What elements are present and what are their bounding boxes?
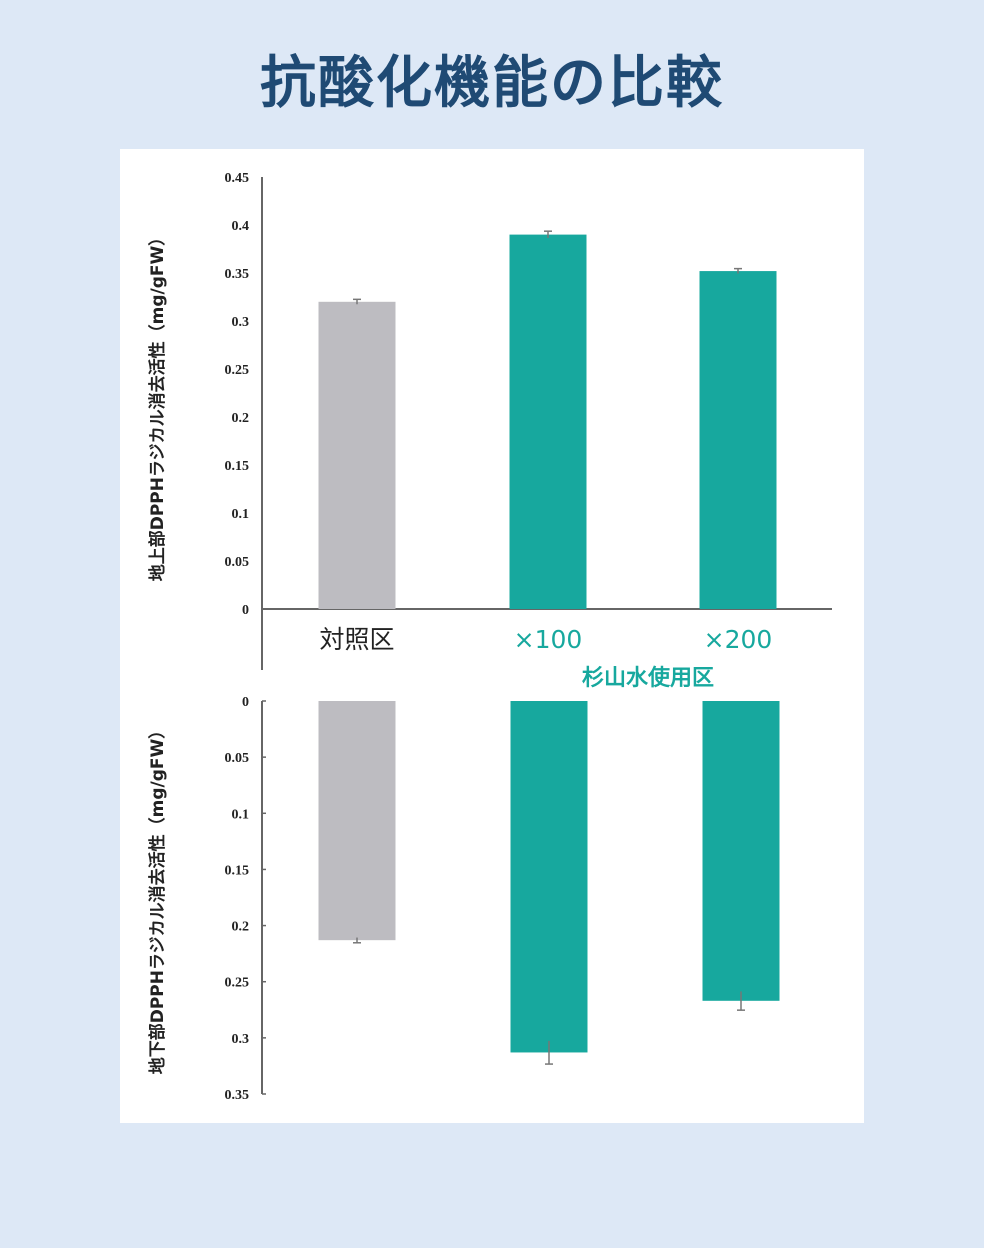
bar	[699, 271, 777, 609]
y-tick-label: 0.1	[232, 807, 250, 822]
y-tick-label: 0	[242, 695, 249, 710]
y-tick-label: 0.1	[232, 507, 250, 522]
y-tick-label: 0.35	[225, 267, 250, 282]
bar	[702, 701, 780, 1001]
y-axis-label-top: 地上部DPPHラジカル消去活性（mg/gFW）	[147, 229, 168, 582]
y-axis-label-bottom: 地下部DPPHラジカル消去活性（mg/gFW）	[147, 722, 168, 1075]
y-tick-label: 0.3	[232, 1032, 250, 1047]
y-tick-label: 0.4	[232, 219, 250, 234]
y-tick-label: 0.25	[225, 363, 250, 378]
group-label: 杉山水使用区	[582, 665, 714, 691]
y-tick-label: 0.2	[232, 411, 250, 426]
y-tick-label: 0.45	[225, 171, 250, 186]
y-tick-label: 0.3	[232, 315, 250, 330]
bar	[509, 234, 587, 609]
y-tick-label: 0.35	[225, 1088, 250, 1103]
bar	[318, 301, 396, 609]
bar	[510, 701, 588, 1053]
category-label: 対照区	[319, 625, 394, 654]
bar	[318, 701, 396, 941]
y-tick-label: 0.05	[225, 555, 250, 570]
y-tick-label: 0.2	[232, 920, 250, 935]
y-tick-label: 0.25	[225, 976, 250, 991]
page-title: 抗酸化機能の比較	[260, 51, 724, 116]
category-label: ×200	[704, 625, 773, 654]
category-label: ×100	[514, 625, 583, 654]
y-tick-label: 0.15	[225, 459, 250, 474]
y-tick-label: 0.15	[225, 863, 250, 878]
y-tick-label: 0.05	[225, 751, 250, 766]
y-tick-label: 0	[242, 603, 249, 618]
